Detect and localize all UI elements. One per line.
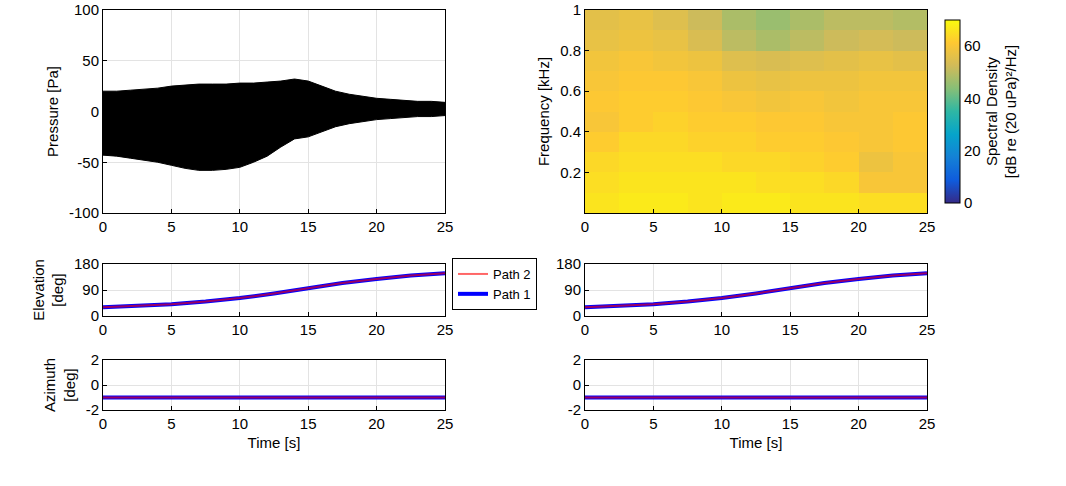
svg-text:15: 15 [300,218,317,235]
svg-text:0: 0 [91,103,99,120]
svg-text:10: 10 [713,218,730,235]
svg-text:2: 2 [91,351,99,368]
svg-text:90: 90 [564,281,581,298]
svg-text:1: 1 [573,1,581,18]
svg-text:15: 15 [782,321,799,338]
svg-text:2: 2 [573,351,581,368]
svg-text:20: 20 [368,218,385,235]
svg-text:20: 20 [368,321,385,338]
svg-text:180: 180 [556,255,581,272]
svg-text:-50: -50 [77,154,99,171]
svg-text:10: 10 [713,321,730,338]
svg-text:0: 0 [581,415,589,432]
svg-text:0: 0 [573,307,581,324]
svg-text:25: 25 [919,218,936,235]
svg-text:5: 5 [167,321,175,338]
svg-text:0.8: 0.8 [560,42,581,59]
svg-text:Time [s]: Time [s] [730,434,783,451]
svg-text:Azimuth[deg]: Azimuth[deg] [41,358,78,412]
svg-text:Spectral Density[dB re (20 uPa: Spectral Density[dB re (20 uPa)²/Hz] [983,45,1020,178]
svg-text:90: 90 [82,281,99,298]
svg-text:15: 15 [300,415,317,432]
svg-text:25: 25 [919,415,936,432]
svg-text:180: 180 [74,255,99,272]
svg-text:0: 0 [99,415,107,432]
svg-text:5: 5 [167,415,175,432]
svg-text:15: 15 [782,415,799,432]
svg-text:0: 0 [581,218,589,235]
svg-text:25: 25 [437,415,454,432]
svg-text:0.6: 0.6 [560,82,581,99]
svg-text:Elevation[deg]: Elevation[deg] [30,259,67,321]
svg-text:20: 20 [850,321,867,338]
svg-text:60: 60 [964,37,981,54]
svg-text:25: 25 [437,218,454,235]
svg-text:0.2: 0.2 [560,164,581,181]
svg-text:0: 0 [581,321,589,338]
svg-text:25: 25 [919,321,936,338]
svg-text:Path 2: Path 2 [493,267,531,282]
svg-text:20: 20 [850,415,867,432]
svg-text:5: 5 [649,415,657,432]
svg-text:-2: -2 [568,401,581,418]
svg-text:0: 0 [573,376,581,393]
svg-text:0: 0 [99,321,107,338]
svg-text:5: 5 [649,218,657,235]
svg-text:0: 0 [99,218,107,235]
svg-text:40: 40 [964,90,981,107]
svg-text:Pressure [Pa]: Pressure [Pa] [44,66,61,157]
svg-text:5: 5 [649,321,657,338]
svg-text:0.4: 0.4 [560,123,581,140]
svg-text:0: 0 [964,194,972,211]
svg-text:15: 15 [300,321,317,338]
svg-text:-2: -2 [86,401,99,418]
svg-text:50: 50 [82,52,99,69]
svg-text:5: 5 [167,218,175,235]
svg-text:10: 10 [713,415,730,432]
svg-text:25: 25 [437,321,454,338]
svg-text:-100: -100 [69,204,99,221]
svg-text:Time [s]: Time [s] [248,434,301,451]
svg-text:15: 15 [782,218,799,235]
svg-text:0: 0 [91,376,99,393]
svg-text:Frequency [kHz]: Frequency [kHz] [535,57,552,166]
svg-text:Path 1: Path 1 [493,287,531,302]
svg-text:20: 20 [368,415,385,432]
svg-text:10: 10 [231,218,248,235]
svg-text:20: 20 [964,142,981,159]
svg-text:10: 10 [231,321,248,338]
svg-text:20: 20 [850,218,867,235]
svg-text:100: 100 [74,1,99,18]
svg-text:0: 0 [91,307,99,324]
svg-text:10: 10 [231,415,248,432]
